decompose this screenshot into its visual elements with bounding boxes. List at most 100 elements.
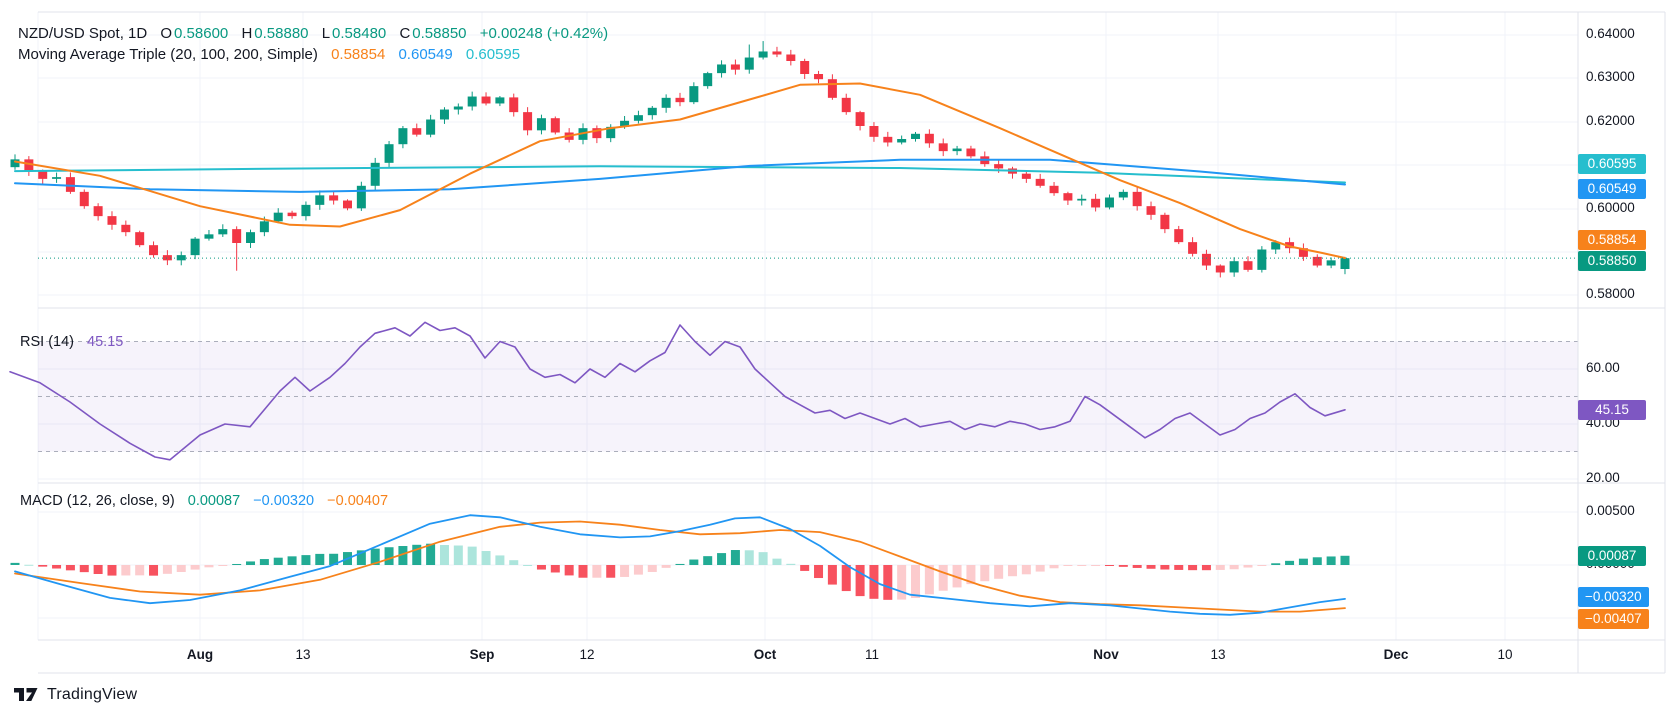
- macd-histogram-bar: [994, 565, 1004, 579]
- time-axis-month-label: Aug: [186, 647, 214, 662]
- macd-histogram-bar: [38, 565, 48, 567]
- time-axis-month-label: Nov: [1093, 647, 1119, 662]
- candle-body: [1091, 198, 1101, 208]
- macd-histogram-bar: [149, 565, 159, 576]
- price-axis-label: 0.62000: [1586, 113, 1635, 128]
- candle-body: [412, 128, 422, 135]
- macd-histogram-bar: [1229, 565, 1239, 570]
- price-axis[interactable]: [1578, 12, 1665, 673]
- candle-body: [1021, 173, 1031, 179]
- time-axis[interactable]: [38, 641, 1665, 673]
- price-axis-label: 0.64000: [1586, 26, 1635, 41]
- candle-body: [1188, 242, 1198, 254]
- rsi-value: 45.15: [87, 334, 124, 350]
- candle-body: [342, 200, 352, 209]
- ma-legend: Moving Average Triple (20, 100, 200, Sim…: [18, 46, 520, 63]
- candle-body: [855, 112, 865, 126]
- macd-histogram-bar: [952, 565, 962, 588]
- candle-body: [1215, 265, 1225, 273]
- badge-macd-line: −0.00320: [1578, 587, 1649, 607]
- price-axis-label: 0.60000: [1586, 200, 1635, 215]
- macd-histogram-bar: [1271, 563, 1281, 565]
- price-axis-label: 0.63000: [1586, 69, 1635, 84]
- open-value: 0.58600: [174, 25, 229, 42]
- macd-histogram-bar: [980, 565, 990, 582]
- macd-histogram-bar: [1188, 565, 1198, 571]
- macd-histogram-bar: [93, 565, 103, 575]
- macd-histogram-bar: [287, 556, 297, 565]
- macd-histogram-bar: [398, 546, 408, 565]
- candle-body: [315, 195, 325, 205]
- price-axis-label: 20.00: [1586, 470, 1620, 485]
- ma200-value: 0.60595: [465, 46, 521, 63]
- macd-histogram-bar: [301, 555, 311, 565]
- candle-body: [730, 64, 740, 70]
- candle-body: [273, 212, 283, 222]
- candle-body: [1160, 214, 1170, 230]
- candle-body: [384, 144, 394, 163]
- macd-histogram-bar: [786, 563, 796, 565]
- tradingview-brand[interactable]: TradingView: [14, 684, 137, 706]
- candle-body: [204, 234, 214, 239]
- candle-body: [661, 97, 671, 108]
- macd-histogram-bar: [1146, 565, 1156, 569]
- candle-body: [952, 148, 962, 152]
- rsi-legend-title[interactable]: RSI (14): [20, 334, 74, 350]
- badge-last-price: 0.58850: [1578, 251, 1646, 271]
- macd-histogram-bar: [1174, 565, 1184, 570]
- ma-legend-title[interactable]: Moving Average Triple (20, 100, 200, Sim…: [18, 46, 318, 63]
- macd-histogram-bar: [79, 565, 89, 573]
- macd-histogram-bar: [273, 557, 283, 565]
- candle-body: [1201, 253, 1211, 266]
- price-axis-label: 60.00: [1586, 360, 1620, 375]
- candle-body: [10, 159, 20, 168]
- tradingview-logo-icon: [14, 687, 38, 701]
- macd-histogram-bar: [162, 565, 172, 574]
- macd-histogram-bar: [661, 565, 671, 568]
- badge-ma200: 0.60595: [1578, 154, 1646, 174]
- candle-body: [994, 164, 1004, 169]
- macd-histogram-bar: [869, 565, 879, 599]
- candle-body: [869, 126, 879, 137]
- candle-body: [883, 136, 893, 143]
- candle-body: [1326, 260, 1336, 266]
- candle-body: [52, 177, 62, 179]
- macd-histogram-bar: [689, 559, 699, 565]
- time-axis-month-label: Dec: [1383, 647, 1409, 662]
- time-axis-day-label: 13: [1210, 647, 1226, 662]
- macd-histogram-bar: [744, 550, 754, 565]
- candle-body: [1271, 242, 1281, 250]
- macd-histogram-bar: [1326, 556, 1336, 565]
- symbol-legend: NZD/USD Spot, 1D O 0.58600 H 0.58880 L 0.58…: [18, 25, 608, 42]
- macd-histogram-bar: [412, 544, 422, 565]
- candle-body: [149, 245, 159, 256]
- candle-body: [1077, 198, 1087, 201]
- close-label: C: [399, 25, 411, 42]
- macd-histogram-bar: [1298, 558, 1308, 565]
- macd-hist-value: 0.00087: [187, 493, 241, 509]
- candle-body: [495, 97, 505, 104]
- macd-histogram-bar: [426, 543, 436, 565]
- macd-histogram-bar: [135, 565, 145, 576]
- macd-histogram-bar: [315, 553, 325, 565]
- macd-histogram-bar: [675, 563, 685, 565]
- macd-histogram-bar: [509, 560, 519, 565]
- macd-legend-title[interactable]: MACD (12, 26, close, 9): [20, 493, 175, 509]
- candle-body: [1243, 261, 1253, 270]
- candle-body: [841, 97, 851, 113]
- macd-histogram-bar: [606, 565, 616, 578]
- macd-histogram-bar: [1049, 565, 1059, 569]
- candle-body: [162, 255, 172, 261]
- candle-body: [481, 96, 491, 104]
- candle-body: [800, 61, 810, 74]
- macd-histogram-bar: [232, 563, 242, 565]
- time-axis-month-label: Sep: [469, 647, 495, 662]
- symbol-title[interactable]: NZD/USD Spot, 1D: [18, 25, 148, 42]
- candle-body: [966, 148, 976, 157]
- macd-histogram-bar: [329, 553, 339, 565]
- time-axis-day-label: 11: [864, 647, 880, 662]
- macd-histogram-bar: [107, 565, 117, 576]
- macd-histogram-bar: [1007, 565, 1017, 577]
- candle-body: [703, 73, 713, 87]
